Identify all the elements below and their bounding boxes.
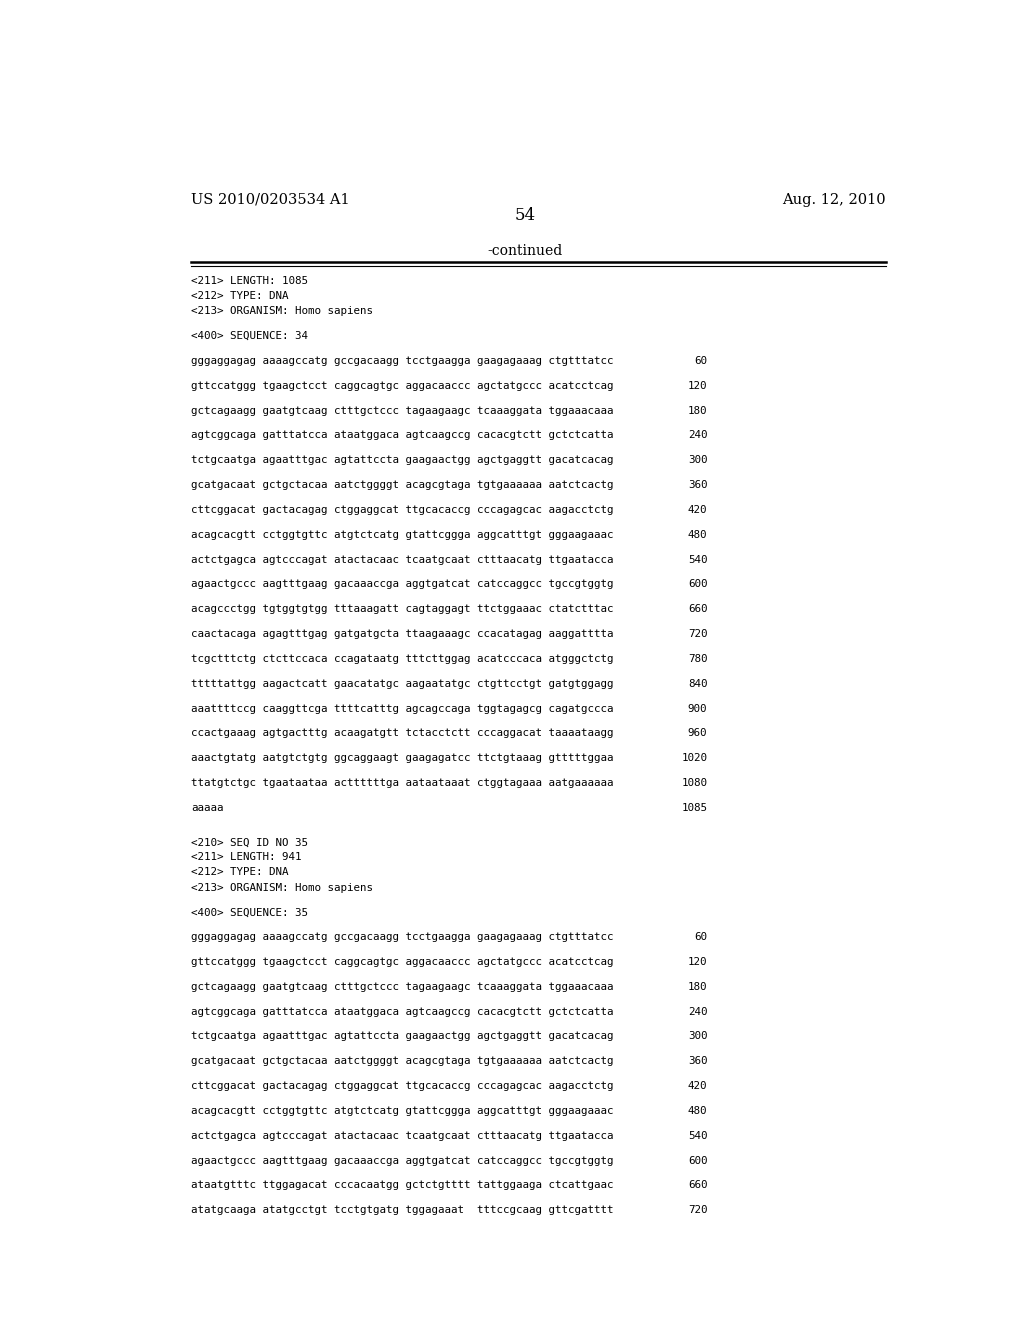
Text: ataatgtttc ttggagacat cccacaatgg gctctgtttt tattggaaga ctcattgaac: ataatgtttc ttggagacat cccacaatgg gctctgt… [191,1180,614,1191]
Text: 720: 720 [688,1205,708,1216]
Text: 840: 840 [688,678,708,689]
Text: cttcggacat gactacagag ctggaggcat ttgcacaccg cccagagcac aagacctctg: cttcggacat gactacagag ctggaggcat ttgcaca… [191,506,614,515]
Text: 420: 420 [688,1081,708,1092]
Text: <400> SEQUENCE: 35: <400> SEQUENCE: 35 [191,907,308,917]
Text: aaactgtatg aatgtctgtg ggcaggaagt gaagagatcc ttctgtaaag gtttttggaa: aaactgtatg aatgtctgtg ggcaggaagt gaagaga… [191,754,614,763]
Text: agtcggcaga gatttatcca ataatggaca agtcaagccg cacacgtctt gctctcatta: agtcggcaga gatttatcca ataatggaca agtcaag… [191,1007,614,1016]
Text: 360: 360 [688,1056,708,1067]
Text: 540: 540 [688,1131,708,1140]
Text: 420: 420 [688,506,708,515]
Text: acagcacgtt cctggtgttc atgtctcatg gtattcggga aggcatttgt gggaagaaac: acagcacgtt cctggtgttc atgtctcatg gtattcg… [191,529,614,540]
Text: 240: 240 [688,1007,708,1016]
Text: gttccatggg tgaagctcct caggcagtgc aggacaaccc agctatgccc acatcctcag: gttccatggg tgaagctcct caggcagtgc aggacaa… [191,957,614,968]
Text: 780: 780 [688,653,708,664]
Text: <400> SEQUENCE: 34: <400> SEQUENCE: 34 [191,331,308,341]
Text: tctgcaatga agaatttgac agtattccta gaagaactgg agctgaggtt gacatcacag: tctgcaatga agaatttgac agtattccta gaagaac… [191,1031,614,1041]
Text: US 2010/0203534 A1: US 2010/0203534 A1 [191,193,350,207]
Text: caactacaga agagtttgag gatgatgcta ttaagaaagc ccacatagag aaggatttta: caactacaga agagtttgag gatgatgcta ttaagaa… [191,630,614,639]
Text: gcatgacaat gctgctacaa aatctggggt acagcgtaga tgtgaaaaaa aatctcactg: gcatgacaat gctgctacaa aatctggggt acagcgt… [191,1056,614,1067]
Text: agaactgccc aagtttgaag gacaaaccga aggtgatcat catccaggcc tgccgtggtg: agaactgccc aagtttgaag gacaaaccga aggtgat… [191,579,614,590]
Text: <210> SEQ ID NO 35: <210> SEQ ID NO 35 [191,837,308,847]
Text: gctcagaagg gaatgtcaag ctttgctccc tagaagaagc tcaaaggata tggaaacaaa: gctcagaagg gaatgtcaag ctttgctccc tagaaga… [191,982,614,991]
Text: 960: 960 [688,729,708,738]
Text: 360: 360 [688,480,708,490]
Text: ttatgtctgc tgaataataa acttttttga aataataaat ctggtagaaa aatgaaaaaa: ttatgtctgc tgaataataa acttttttga aataata… [191,777,614,788]
Text: 180: 180 [688,982,708,991]
Text: 300: 300 [688,1031,708,1041]
Text: actctgagca agtcccagat atactacaac tcaatgcaat ctttaacatg ttgaatacca: actctgagca agtcccagat atactacaac tcaatgc… [191,1131,614,1140]
Text: <211> LENGTH: 1085: <211> LENGTH: 1085 [191,276,308,286]
Text: <212> TYPE: DNA: <212> TYPE: DNA [191,292,289,301]
Text: gcatgacaat gctgctacaa aatctggggt acagcgtaga tgtgaaaaaa aatctcactg: gcatgacaat gctgctacaa aatctggggt acagcgt… [191,480,614,490]
Text: 600: 600 [688,579,708,590]
Text: 900: 900 [688,704,708,714]
Text: 120: 120 [688,381,708,391]
Text: acagccctgg tgtggtgtgg tttaaagatt cagtaggagt ttctggaaac ctatctttac: acagccctgg tgtggtgtgg tttaaagatt cagtagg… [191,605,614,614]
Text: 120: 120 [688,957,708,968]
Text: 540: 540 [688,554,708,565]
Text: acagcacgtt cctggtgttc atgtctcatg gtattcggga aggcatttgt gggaagaaac: acagcacgtt cctggtgttc atgtctcatg gtattcg… [191,1106,614,1115]
Text: actctgagca agtcccagat atactacaac tcaatgcaat ctttaacatg ttgaatacca: actctgagca agtcccagat atactacaac tcaatgc… [191,554,614,565]
Text: gggaggagag aaaagccatg gccgacaagg tcctgaagga gaagagaaag ctgtttatcc: gggaggagag aaaagccatg gccgacaagg tcctgaa… [191,356,614,366]
Text: 300: 300 [688,455,708,466]
Text: aaaaa: aaaaa [191,803,224,813]
Text: agtcggcaga gatttatcca ataatggaca agtcaagccg cacacgtctt gctctcatta: agtcggcaga gatttatcca ataatggaca agtcaag… [191,430,614,441]
Text: 60: 60 [694,932,708,942]
Text: gttccatggg tgaagctcct caggcagtgc aggacaaccc agctatgccc acatcctcag: gttccatggg tgaagctcct caggcagtgc aggacaa… [191,381,614,391]
Text: 180: 180 [688,405,708,416]
Text: 1080: 1080 [681,777,708,788]
Text: 480: 480 [688,529,708,540]
Text: Aug. 12, 2010: Aug. 12, 2010 [782,193,886,207]
Text: 54: 54 [514,207,536,224]
Text: gctcagaagg gaatgtcaag ctttgctccc tagaagaagc tcaaaggata tggaaacaaa: gctcagaagg gaatgtcaag ctttgctccc tagaaga… [191,405,614,416]
Text: <213> ORGANISM: Homo sapiens: <213> ORGANISM: Homo sapiens [191,306,374,317]
Text: tctgcaatga agaatttgac agtattccta gaagaactgg agctgaggtt gacatcacag: tctgcaatga agaatttgac agtattccta gaagaac… [191,455,614,466]
Text: 660: 660 [688,605,708,614]
Text: 660: 660 [688,1180,708,1191]
Text: <212> TYPE: DNA: <212> TYPE: DNA [191,867,289,878]
Text: 60: 60 [694,356,708,366]
Text: -continued: -continued [487,244,562,257]
Text: tcgctttctg ctcttccaca ccagataatg tttcttggag acatcccaca atgggctctg: tcgctttctg ctcttccaca ccagataatg tttcttg… [191,653,614,664]
Text: ccactgaaag agtgactttg acaagatgtt tctacctctt cccaggacat taaaataagg: ccactgaaag agtgactttg acaagatgtt tctacct… [191,729,614,738]
Text: <213> ORGANISM: Homo sapiens: <213> ORGANISM: Homo sapiens [191,883,374,892]
Text: 1085: 1085 [681,803,708,813]
Text: aaattttccg caaggttcga ttttcatttg agcagccaga tggtagagcg cagatgccca: aaattttccg caaggttcga ttttcatttg agcagcc… [191,704,614,714]
Text: gggaggagag aaaagccatg gccgacaagg tcctgaagga gaagagaaag ctgtttatcc: gggaggagag aaaagccatg gccgacaagg tcctgaa… [191,932,614,942]
Text: 480: 480 [688,1106,708,1115]
Text: agaactgccc aagtttgaag gacaaaccga aggtgatcat catccaggcc tgccgtggtg: agaactgccc aagtttgaag gacaaaccga aggtgat… [191,1155,614,1166]
Text: 1020: 1020 [681,754,708,763]
Text: tttttattgg aagactcatt gaacatatgc aagaatatgc ctgttcctgt gatgtggagg: tttttattgg aagactcatt gaacatatgc aagaata… [191,678,614,689]
Text: 240: 240 [688,430,708,441]
Text: 600: 600 [688,1155,708,1166]
Text: <211> LENGTH: 941: <211> LENGTH: 941 [191,853,302,862]
Text: atatgcaaga atatgcctgt tcctgtgatg tggagaaat  tttccgcaag gttcgatttt: atatgcaaga atatgcctgt tcctgtgatg tggagaa… [191,1205,614,1216]
Text: 720: 720 [688,630,708,639]
Text: cttcggacat gactacagag ctggaggcat ttgcacaccg cccagagcac aagacctctg: cttcggacat gactacagag ctggaggcat ttgcaca… [191,1081,614,1092]
